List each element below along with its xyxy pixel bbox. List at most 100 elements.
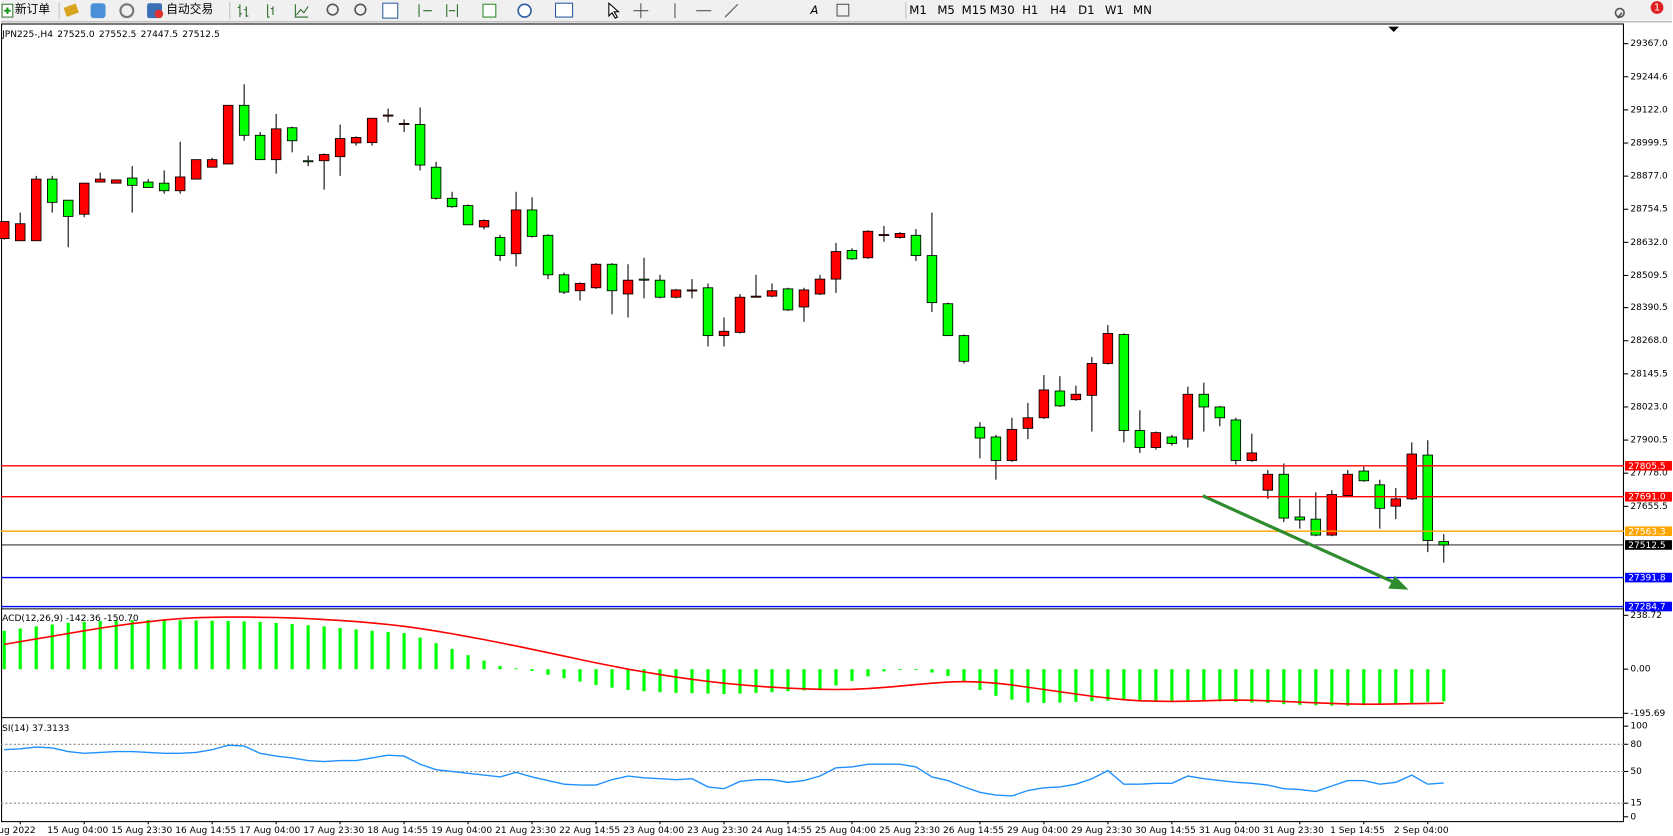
- bar-chart-icon[interactable]: [237, 4, 249, 18]
- macd-bar: [1250, 669, 1254, 703]
- search-icon[interactable]: [1614, 7, 1625, 19]
- macd-bar: [610, 669, 614, 688]
- macd-bar: [402, 633, 406, 670]
- macd-bar: [338, 627, 342, 670]
- timeframe-button[interactable]: M15: [962, 3, 987, 17]
- timeframe-button[interactable]: H4: [1050, 3, 1066, 17]
- candle-body: [430, 166, 442, 199]
- icon[interactable]: [90, 3, 106, 19]
- macd-bar: [962, 669, 966, 681]
- macd-bar: [1442, 669, 1446, 702]
- candle-body: [1342, 473, 1354, 497]
- indicator-title: ACD(12,26,9) -142.36 -150.70: [2, 614, 139, 624]
- candle-body: [1406, 453, 1418, 500]
- macd-bar: [1058, 669, 1062, 703]
- macd-bar: [242, 621, 246, 670]
- y-tick-label: 29122.0: [1630, 105, 1668, 115]
- y-tick-label: 28754.5: [1630, 205, 1667, 215]
- candle-body: [926, 255, 938, 304]
- timeframe-button[interactable]: MN: [1133, 3, 1152, 17]
- template-icon[interactable]: [554, 2, 574, 18]
- new-order-button[interactable]: 新订单: [1, 2, 50, 18]
- candle-body: [494, 237, 506, 257]
- macd-bar: [82, 621, 86, 670]
- y-tick-label: 15: [1630, 799, 1642, 809]
- candle-body: [654, 279, 666, 298]
- text-tool[interactable]: A: [809, 3, 818, 17]
- macd-bar: [322, 626, 326, 670]
- timeframe-button[interactable]: W1: [1105, 3, 1124, 17]
- price-line-label: 27391.8: [1628, 574, 1666, 584]
- candle-body: [0, 221, 10, 240]
- candle-body: [1262, 473, 1274, 491]
- candle-body: [510, 209, 522, 255]
- candle-body: [782, 288, 794, 311]
- macd-bar: [354, 629, 358, 670]
- candle-body: [894, 233, 906, 238]
- candle-body: [638, 278, 650, 281]
- toolbar: 新订单 自动交易 A M1 M5 M15 M30 H1 H4 D1 W1 MN 1: [1, 0, 1672, 23]
- macd-bar: [1202, 669, 1206, 701]
- macd-bar: [738, 669, 742, 694]
- auto-trading-button[interactable]: 自动交易: [147, 2, 213, 19]
- notification-count: 1: [1654, 2, 1660, 13]
- icon: [154, 9, 164, 19]
- macd-bar: [194, 620, 198, 670]
- candle-body: [334, 138, 346, 158]
- symbol-header: JPN225-,H4 27525.0 27552.5 27447.5 27512.5: [1, 30, 220, 40]
- macd-bar: [1314, 669, 1318, 706]
- icon[interactable]: [63, 3, 79, 17]
- x-tick-label: 2 Sep 04:00: [1394, 826, 1449, 836]
- x-tick-label: 25 Aug 23:30: [879, 826, 940, 836]
- axis-labels: 29367.0 29244.6 29122.0 28999.5 28877.0 28754…: [0, 39, 1672, 836]
- timeframe-button[interactable]: H1: [1022, 3, 1038, 17]
- auto-trading-label[interactable]: 自动交易: [166, 2, 213, 16]
- chart-shift-marker[interactable]: [1388, 26, 1399, 32]
- macd-bar: [18, 628, 22, 670]
- crosshair-icon[interactable]: [633, 3, 649, 19]
- candle-body: [1214, 406, 1226, 419]
- macd-bar: [226, 620, 230, 670]
- shift-icon[interactable]: [418, 4, 432, 18]
- candle-body: [1422, 454, 1434, 541]
- macd-bar: [114, 620, 118, 670]
- notification-badge[interactable]: [1650, 1, 1664, 14]
- macd-bar: [1394, 669, 1398, 705]
- drawing-tools[interactable]: [674, 3, 739, 19]
- line-icon[interactable]: [294, 4, 309, 18]
- x-tick-label: 17 Aug 23:30: [303, 826, 364, 836]
- quote-value: 27552.5: [99, 30, 136, 40]
- macd-signal-line: [4, 616, 1444, 705]
- new-order-label[interactable]: 新订单: [15, 2, 50, 16]
- rsi-line: [4, 744, 1444, 797]
- tile-icon[interactable]: [382, 2, 399, 19]
- cursor-icon[interactable]: [608, 2, 620, 19]
- timeframe-bar: M1 M5 M15 M30 H1 H4 D1 W1 MN: [909, 3, 1152, 17]
- icon[interactable]: [119, 3, 135, 19]
- candle-body: [1182, 393, 1194, 440]
- price-line-tag: [1625, 601, 1672, 612]
- autoscroll-icon[interactable]: [446, 4, 458, 18]
- macd-bar: [946, 669, 950, 676]
- timeframe-button[interactable]: M30: [990, 3, 1015, 17]
- macd-bar: [1138, 669, 1142, 701]
- macd-bar: [1106, 669, 1110, 701]
- macd-bar: [50, 624, 54, 670]
- indicators-icon[interactable]: [482, 3, 497, 18]
- candle-body: [718, 330, 730, 337]
- y-tick-label: 28877.0: [1630, 172, 1668, 182]
- macd-bar: [498, 666, 502, 670]
- macd-bar: [914, 669, 918, 671]
- candle-icon[interactable]: [267, 4, 274, 18]
- period-icon[interactable]: [517, 3, 532, 18]
- timeframe-button[interactable]: D1: [1078, 3, 1094, 17]
- zoom-in-icon[interactable]: [326, 3, 339, 16]
- x-tick-label: 26 Aug 14:55: [943, 826, 1004, 836]
- timeframe-button[interactable]: M5: [937, 3, 955, 17]
- label-tool[interactable]: [836, 3, 850, 17]
- timeframe-button[interactable]: M1: [909, 3, 927, 17]
- candle-body: [974, 426, 986, 439]
- zoom-out-icon[interactable]: [354, 3, 367, 16]
- macd-bar: [866, 669, 870, 677]
